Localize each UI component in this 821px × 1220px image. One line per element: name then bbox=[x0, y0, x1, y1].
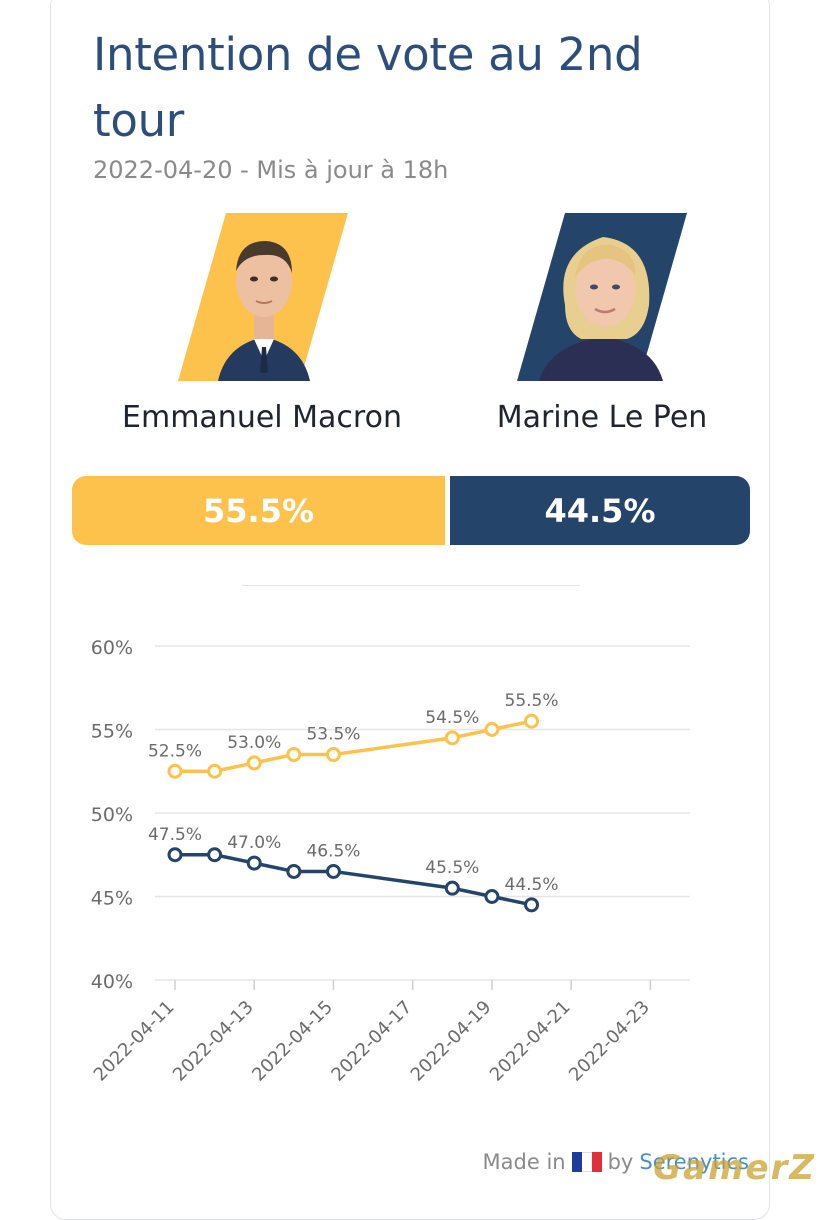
x-tick-label: 2022-04-21 bbox=[486, 997, 575, 1086]
macron-portrait bbox=[178, 213, 348, 383]
data-point-1 bbox=[167, 847, 183, 863]
made-in-label: Made in bbox=[482, 1150, 566, 1174]
candidate-name-macron: Emmanuel Macron bbox=[122, 400, 402, 435]
update-subtitle: 2022-04-20 - Mis à jour à 18h bbox=[93, 156, 449, 184]
data-point-0 bbox=[286, 747, 302, 763]
data-point-0 bbox=[524, 713, 540, 729]
macron-share-label: 55.5% bbox=[202, 491, 314, 530]
data-label: 54.5% bbox=[425, 708, 479, 728]
x-tick-label: 2022-04-11 bbox=[90, 997, 179, 1086]
france-flag-icon bbox=[571, 1152, 602, 1172]
y-tick-label: 40% bbox=[91, 971, 133, 993]
data-point-1 bbox=[207, 847, 223, 863]
data-point-1 bbox=[444, 880, 460, 896]
page-title: Intention de vote au 2nd tour bbox=[93, 28, 643, 147]
y-tick-label: 50% bbox=[91, 804, 133, 826]
data-point-1 bbox=[286, 863, 302, 879]
x-tick-label: 2022-04-23 bbox=[565, 997, 654, 1086]
y-tick-label: 60% bbox=[91, 637, 133, 659]
x-tick-label: 2022-04-15 bbox=[248, 997, 337, 1086]
y-tick-label: 55% bbox=[91, 721, 133, 743]
le-pen-portrait bbox=[517, 213, 687, 383]
serenytics-link[interactable]: Serenytics bbox=[639, 1150, 749, 1174]
watermark: GamerZ bbox=[653, 1148, 816, 1188]
flag-stripe-red bbox=[591, 1152, 602, 1172]
section-divider bbox=[242, 585, 580, 586]
vote-intention-chart: 60%55%50%45%40%2022-04-112022-04-132022-… bbox=[90, 637, 690, 1086]
data-label: 55.5% bbox=[505, 691, 559, 711]
y-tick-label: 45% bbox=[91, 888, 133, 910]
data-point-0 bbox=[246, 755, 262, 771]
candidate-name-le-pen: Marine Le Pen bbox=[496, 400, 708, 435]
data-point-1 bbox=[484, 889, 500, 904]
flag-stripe-blue bbox=[571, 1152, 582, 1172]
data-point-1 bbox=[325, 863, 341, 879]
data-point-0 bbox=[207, 763, 223, 779]
x-tick-label: 2022-04-19 bbox=[407, 997, 496, 1086]
flag-stripe-white bbox=[581, 1152, 592, 1172]
data-label: 45.5% bbox=[425, 858, 479, 878]
le-pen-share-bar: 44.5% bbox=[450, 476, 750, 545]
x-tick-label: 2022-04-17 bbox=[327, 997, 416, 1086]
data-point-0 bbox=[484, 722, 500, 737]
data-label: 52.5% bbox=[148, 741, 202, 761]
le-pen-share-label: 44.5% bbox=[544, 491, 656, 530]
data-label: 53.5% bbox=[306, 725, 360, 745]
data-point-0 bbox=[444, 730, 460, 746]
macron-share-bar: 55.5% bbox=[72, 476, 445, 545]
data-point-1 bbox=[246, 855, 262, 871]
data-label: 44.5% bbox=[505, 875, 559, 895]
data-label: 46.5% bbox=[306, 841, 360, 861]
data-label: 47.0% bbox=[227, 833, 281, 853]
data-point-0 bbox=[167, 763, 183, 779]
by-label: by bbox=[607, 1150, 634, 1174]
data-label: 53.0% bbox=[227, 733, 281, 753]
data-point-0 bbox=[325, 747, 341, 763]
data-point-1 bbox=[524, 897, 540, 913]
footer-credit: Made in by Serenytics bbox=[483, 1150, 749, 1174]
x-tick-label: 2022-04-13 bbox=[169, 997, 258, 1086]
data-label: 47.5% bbox=[148, 825, 202, 845]
poll-card bbox=[50, 0, 770, 1220]
